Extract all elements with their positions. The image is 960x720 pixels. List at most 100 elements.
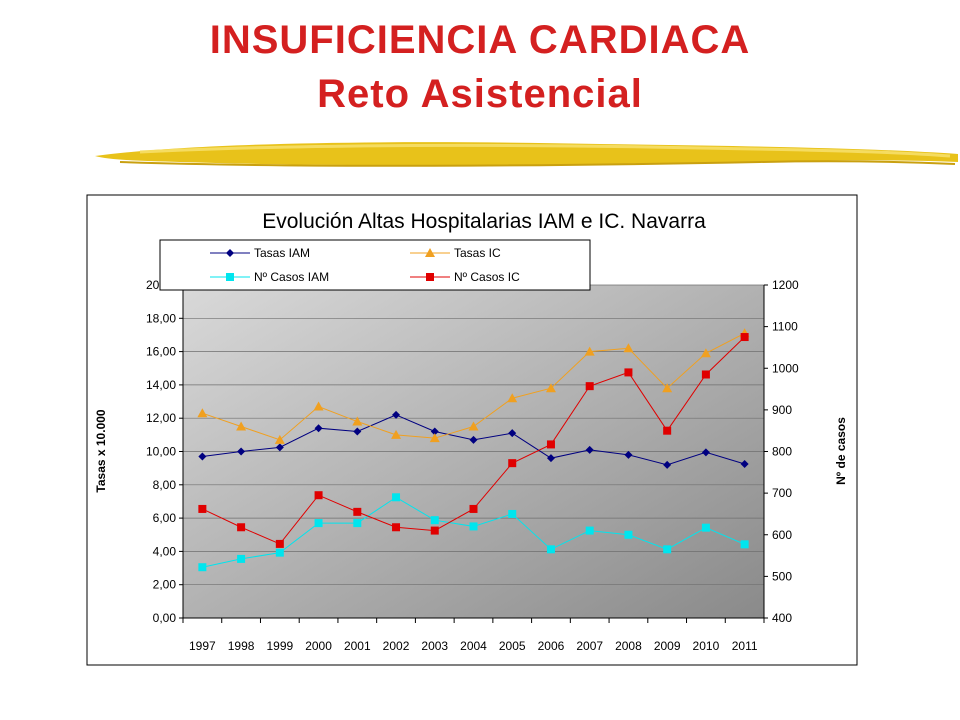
legend-box — [159, 239, 591, 291]
legend-label: Nº Casos IC — [454, 270, 520, 284]
series-group — [197, 328, 750, 572]
y-tick-label: 16,00 — [146, 345, 176, 359]
y-tick-label: 2,00 — [153, 578, 177, 592]
legend-marker — [226, 273, 234, 281]
data-point — [237, 447, 246, 456]
slide-title: INSUFICIENCIA CARDIACA — [209, 18, 751, 62]
legend: Tasas IAM Tasas IC Nº Casos IAM Nº Casos IC — [159, 239, 591, 291]
x-tick-label: 1998 — [228, 639, 255, 653]
data-point — [700, 348, 711, 358]
y-tick-label: 10,00 — [146, 445, 176, 459]
y-axis-left-label: Tasas x 10.000 — [94, 409, 108, 493]
y-tick-label: 0,00 — [153, 611, 177, 625]
data-point — [429, 433, 440, 443]
data-point — [507, 393, 518, 403]
data-point — [352, 416, 363, 426]
data-point — [546, 440, 555, 449]
data-point — [237, 523, 246, 532]
legend-label: Tasas IAM — [254, 246, 310, 260]
data-point — [701, 370, 710, 379]
data-point — [392, 523, 401, 532]
slide-subtitle: Reto Asistencial — [317, 72, 643, 116]
data-point — [740, 333, 749, 342]
y-tick-label: 18,00 — [146, 311, 176, 325]
data-point — [545, 383, 556, 393]
data-point — [546, 454, 555, 463]
data-point — [469, 435, 478, 444]
data-point — [663, 460, 672, 469]
legend-entry: Nº Casos IAM — [210, 270, 329, 284]
x-tick-label: 2007 — [576, 639, 603, 653]
legend-entry: Tasas IAM — [210, 246, 310, 260]
x-tick-label: 2010 — [693, 639, 720, 653]
data-point — [740, 540, 749, 549]
data-point — [508, 429, 517, 438]
data-point — [585, 445, 594, 454]
data-point — [624, 530, 633, 539]
data-point — [469, 504, 478, 513]
data-point — [430, 526, 439, 535]
data-point — [740, 459, 749, 468]
y-tick-label: 4,00 — [153, 544, 177, 558]
legend-entry: Tasas IC — [410, 246, 501, 260]
data-point — [662, 383, 673, 393]
x-tick-label: 2011 — [732, 639, 758, 653]
data-point — [663, 426, 672, 435]
data-point — [236, 421, 247, 431]
series-tasas-iam — [198, 410, 749, 469]
x-axis-ticks: 1997 1998 1999 2000 2001 2002 2003 2004 2005 2006… — [182, 618, 765, 653]
legend-marker — [226, 249, 234, 257]
x-tick-label: 2000 — [305, 639, 332, 653]
data-point — [198, 504, 207, 513]
x-tick-label: 2006 — [538, 639, 565, 653]
data-point — [275, 443, 284, 452]
legend-marker — [426, 273, 434, 281]
data-point — [198, 563, 207, 572]
y2-tick-label: 500 — [772, 569, 792, 583]
data-point — [663, 545, 672, 554]
data-point — [274, 434, 285, 444]
x-tick-label: 2001 — [344, 639, 371, 653]
y2-tick-label: 900 — [772, 403, 792, 417]
data-point — [430, 427, 439, 436]
y-axis-right-label: Nº de casos — [834, 417, 848, 485]
y2-tick-label: 700 — [772, 486, 792, 500]
brush-stroke-highlight — [139, 143, 951, 158]
data-point — [469, 522, 478, 531]
data-point — [624, 450, 633, 459]
data-point — [198, 452, 207, 461]
y2-tick-label: 1000 — [772, 361, 799, 375]
legend-label: Nº Casos IAM — [254, 270, 329, 284]
series-n-casos-iam — [198, 493, 749, 572]
y2-tick-label: 1100 — [772, 320, 798, 334]
y-tick-label: 14,00 — [146, 378, 176, 392]
legend-marker — [425, 248, 435, 257]
brush-stroke-shadow — [119, 160, 956, 167]
x-tick-label: 2002 — [383, 639, 410, 653]
y-axis-right-ticks: 400 500 600 700 800 900 1000 1100 1200 — [764, 278, 799, 625]
data-point — [623, 343, 634, 353]
brush-stroke-decoration — [95, 142, 958, 167]
x-tick-label: 2009 — [654, 639, 681, 653]
x-tick-label: 2008 — [615, 639, 642, 653]
data-point — [353, 507, 362, 516]
y2-tick-label: 600 — [772, 528, 792, 542]
data-point — [624, 368, 633, 377]
y-tick-label: 8,00 — [153, 478, 177, 492]
data-point — [314, 424, 323, 433]
data-point — [508, 459, 517, 468]
data-point — [585, 382, 594, 391]
x-tick-label: 1997 — [189, 639, 216, 653]
x-tick-label: 2003 — [421, 639, 448, 653]
y2-tick-label: 1200 — [772, 278, 799, 292]
series-n-casos-ic — [198, 333, 749, 548]
data-point — [508, 509, 517, 518]
data-point — [314, 519, 323, 528]
data-point — [353, 427, 362, 436]
data-point — [237, 554, 246, 563]
data-point — [468, 421, 479, 431]
data-point — [585, 526, 594, 535]
y-tick-label: 6,00 — [153, 511, 177, 525]
x-tick-label: 2004 — [460, 639, 487, 653]
